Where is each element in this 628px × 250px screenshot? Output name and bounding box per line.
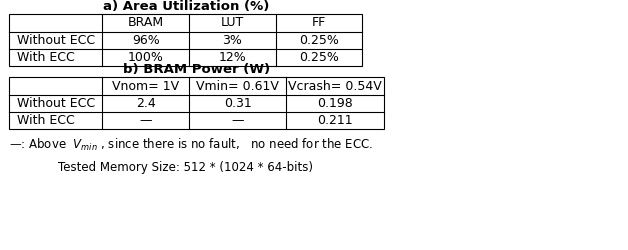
Bar [9, 14, 362, 66]
Text: 0.198: 0.198 [317, 97, 353, 110]
Bar [9, 77, 384, 129]
Text: FF: FF [312, 16, 326, 29]
Text: b) BRAM Power (W): b) BRAM Power (W) [123, 63, 270, 76]
Text: Vnom= 1V: Vnom= 1V [112, 80, 179, 92]
Text: 96%: 96% [132, 34, 160, 47]
Text: Without ECC: Without ECC [17, 97, 95, 110]
Text: —: Above  $V_{min}$ , since there is no fault,   no need for the ECC.: —: Above $V_{min}$ , since there is no f… [9, 136, 374, 152]
Text: a) Area Utilization (%): a) Area Utilization (%) [103, 0, 269, 13]
Text: Vcrash= 0.54V: Vcrash= 0.54V [288, 80, 382, 92]
Text: LUT: LUT [220, 16, 244, 29]
Text: With ECC: With ECC [17, 114, 75, 127]
Text: 0.25%: 0.25% [299, 51, 339, 64]
Text: 12%: 12% [219, 51, 246, 64]
Text: Tested Memory Size: 512 * (1024 * 64-bits): Tested Memory Size: 512 * (1024 * 64-bit… [58, 162, 313, 174]
Text: 0.211: 0.211 [317, 114, 353, 127]
Text: 3%: 3% [222, 34, 242, 47]
Text: —: — [232, 114, 244, 127]
Text: With ECC: With ECC [17, 51, 75, 64]
Text: BRAM: BRAM [127, 16, 164, 29]
Text: Vmin= 0.61V: Vmin= 0.61V [197, 80, 279, 92]
Text: 0.31: 0.31 [224, 97, 252, 110]
Text: —: — [139, 114, 152, 127]
Text: 100%: 100% [127, 51, 164, 64]
Text: 0.25%: 0.25% [299, 34, 339, 47]
Text: Without ECC: Without ECC [17, 34, 95, 47]
Text: 2.4: 2.4 [136, 97, 156, 110]
